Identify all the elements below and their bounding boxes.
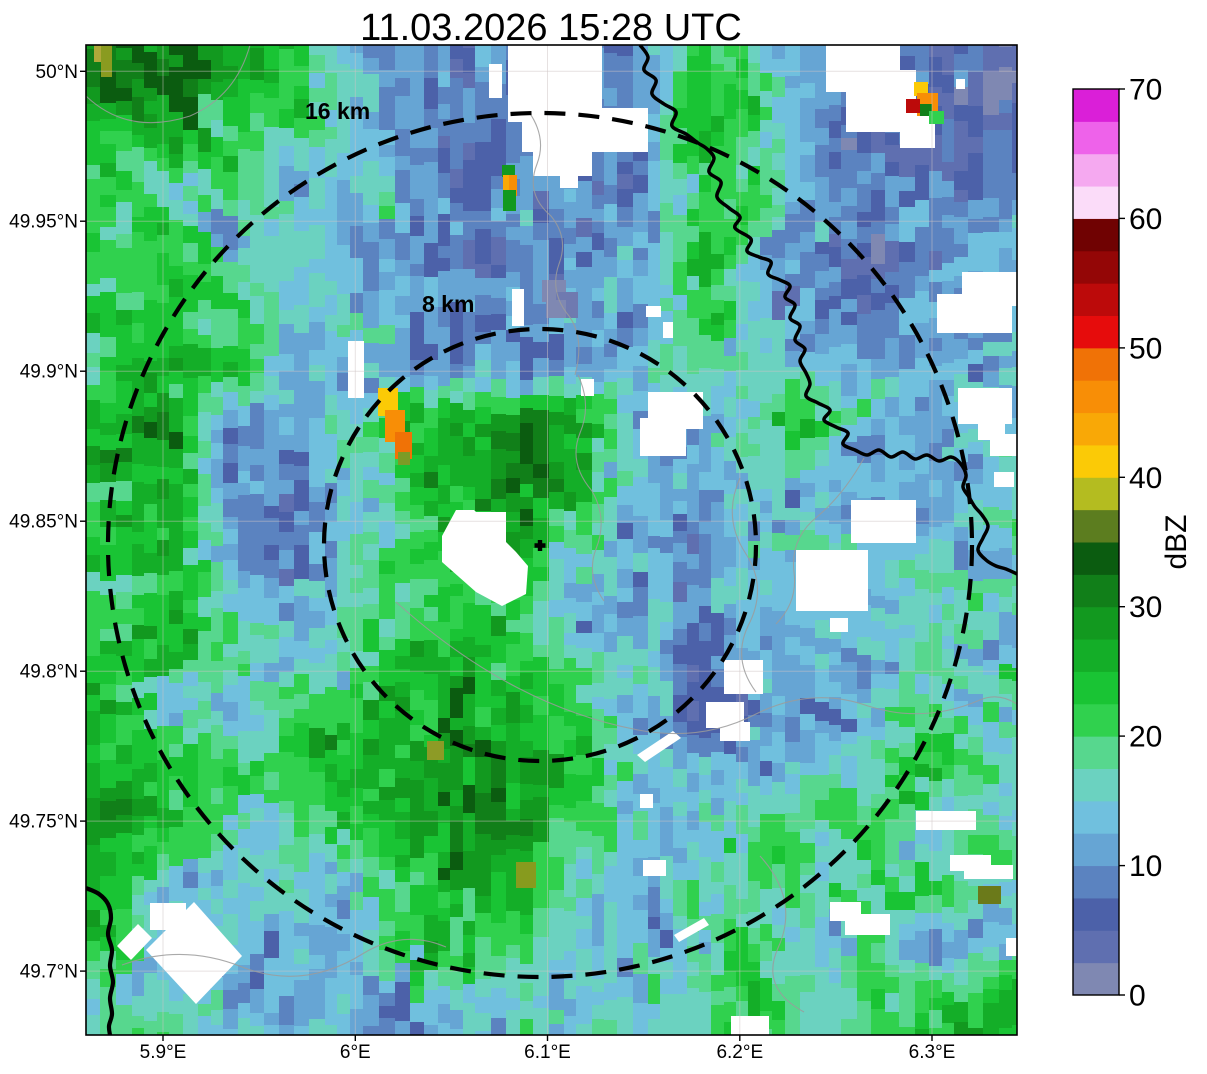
svg-text:49.8°N: 49.8°N [20,662,78,683]
svg-text:49.95°N: 49.95°N [9,212,78,233]
svg-text:6.1°E: 6.1°E [524,1042,571,1063]
svg-text:8 km: 8 km [422,291,474,317]
svg-text:50°N: 50°N [36,62,78,83]
svg-text:49.7°N: 49.7°N [20,962,78,983]
svg-text:6°E: 6°E [340,1042,371,1063]
svg-text:5.9°E: 5.9°E [140,1042,187,1063]
svg-text:0: 0 [1129,980,1146,1013]
svg-text:49.75°N: 49.75°N [9,812,78,833]
svg-text:10: 10 [1129,850,1162,883]
svg-text:dBZ: dBZ [1160,514,1193,569]
svg-text:6.3°E: 6.3°E [909,1042,956,1063]
svg-text:20: 20 [1129,721,1162,754]
svg-text:16 km: 16 km [305,98,370,124]
svg-text:50: 50 [1129,332,1162,365]
svg-text:60: 60 [1129,203,1162,236]
svg-text:30: 30 [1129,591,1162,624]
svg-text:70: 70 [1129,74,1162,107]
svg-text:6.2°E: 6.2°E [716,1042,763,1063]
svg-text:40: 40 [1129,462,1162,495]
svg-text:49.85°N: 49.85°N [9,512,78,533]
svg-text:11.03.2026 15:28 UTC: 11.03.2026 15:28 UTC [360,7,742,49]
svg-text:49.9°N: 49.9°N [20,362,78,383]
